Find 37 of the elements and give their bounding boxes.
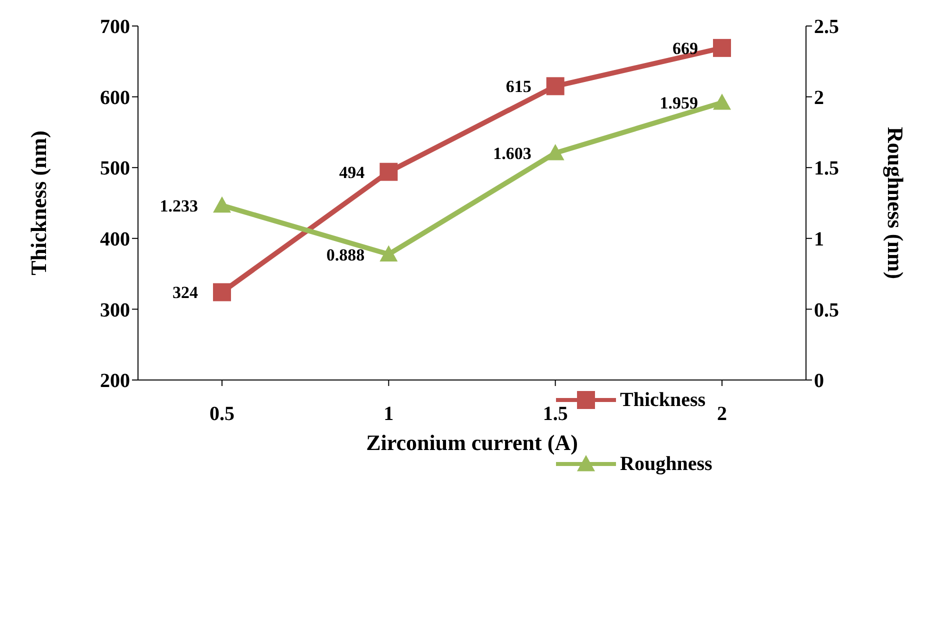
y-tick-label: 700: [100, 16, 130, 38]
point: [713, 94, 731, 110]
data-label: 0.888: [326, 245, 365, 264]
x-tick-label: 2: [717, 403, 727, 426]
y2-tick-label: 0: [814, 370, 824, 392]
y2-tick-label: 0.5: [814, 299, 839, 322]
data-label: 615: [506, 77, 532, 96]
x-tick-label: 0.5: [210, 403, 234, 426]
data-label: 1.959: [660, 94, 698, 113]
x-tick-label: 1: [384, 403, 394, 426]
point: [546, 77, 564, 96]
y-tick-label: 300: [100, 299, 130, 322]
y2-tick-label: 2: [814, 86, 824, 109]
legend-label: Roughness: [620, 452, 712, 476]
point: [380, 245, 398, 262]
y-tick-label: 600: [100, 86, 130, 109]
data-label: 1.233: [160, 196, 198, 216]
y-tick-label: 400: [100, 228, 130, 250]
y-tick-label: 200: [100, 370, 130, 392]
y-axis-title: Thickness (nm): [26, 130, 51, 276]
point: [213, 283, 231, 302]
point: [546, 144, 564, 160]
x-axis-title: Zirconium current (A): [366, 430, 578, 455]
data-label: 669: [672, 38, 698, 58]
y2-tick-label: 1: [814, 228, 824, 250]
point: [380, 162, 398, 181]
point: [213, 196, 231, 213]
x-tick-label: 1.5: [542, 403, 568, 426]
y2-tick-label: 1.5: [814, 158, 839, 180]
data-label: 324: [172, 283, 198, 302]
data-label: 1.603: [493, 144, 532, 164]
legend-label: Thickness: [620, 388, 706, 412]
y2-tick-label: 2.5: [814, 16, 839, 38]
data-label: 494: [339, 162, 366, 182]
y2-axis-title: Roughness (nm): [883, 126, 908, 280]
point: [713, 38, 731, 57]
y-tick-label: 500: [100, 158, 130, 180]
